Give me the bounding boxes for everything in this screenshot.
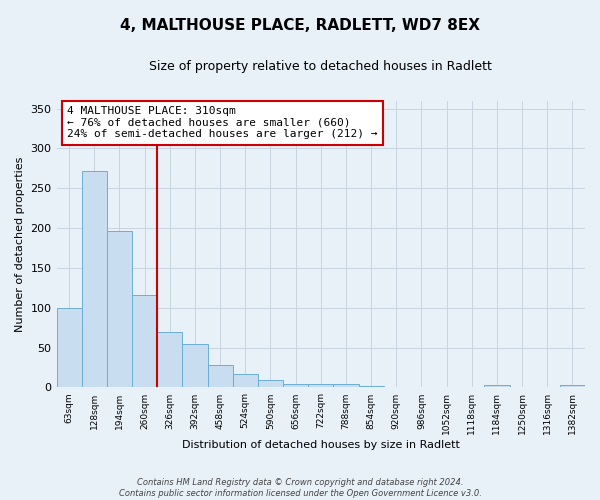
Bar [334,384,359,388]
Bar [509,386,535,388]
Bar [56,308,82,388]
Bar [308,384,334,388]
Bar [182,344,208,388]
Bar [560,385,585,388]
Text: Contains HM Land Registry data © Crown copyright and database right 2024.
Contai: Contains HM Land Registry data © Crown c… [119,478,481,498]
Bar [258,380,283,388]
Bar [132,295,157,388]
Title: Size of property relative to detached houses in Radlett: Size of property relative to detached ho… [149,60,492,73]
Bar [233,374,258,388]
Bar [359,386,383,388]
Bar [283,384,308,388]
Text: 4 MALTHOUSE PLACE: 310sqm
← 76% of detached houses are smaller (660)
24% of semi: 4 MALTHOUSE PLACE: 310sqm ← 76% of detac… [67,106,377,140]
Bar [157,332,182,388]
Text: 4, MALTHOUSE PLACE, RADLETT, WD7 8EX: 4, MALTHOUSE PLACE, RADLETT, WD7 8EX [120,18,480,32]
Bar [208,365,233,388]
X-axis label: Distribution of detached houses by size in Radlett: Distribution of detached houses by size … [182,440,460,450]
Bar [82,172,107,388]
Bar [484,385,509,388]
Bar [107,232,132,388]
Y-axis label: Number of detached properties: Number of detached properties [15,156,25,332]
Bar [535,386,560,388]
